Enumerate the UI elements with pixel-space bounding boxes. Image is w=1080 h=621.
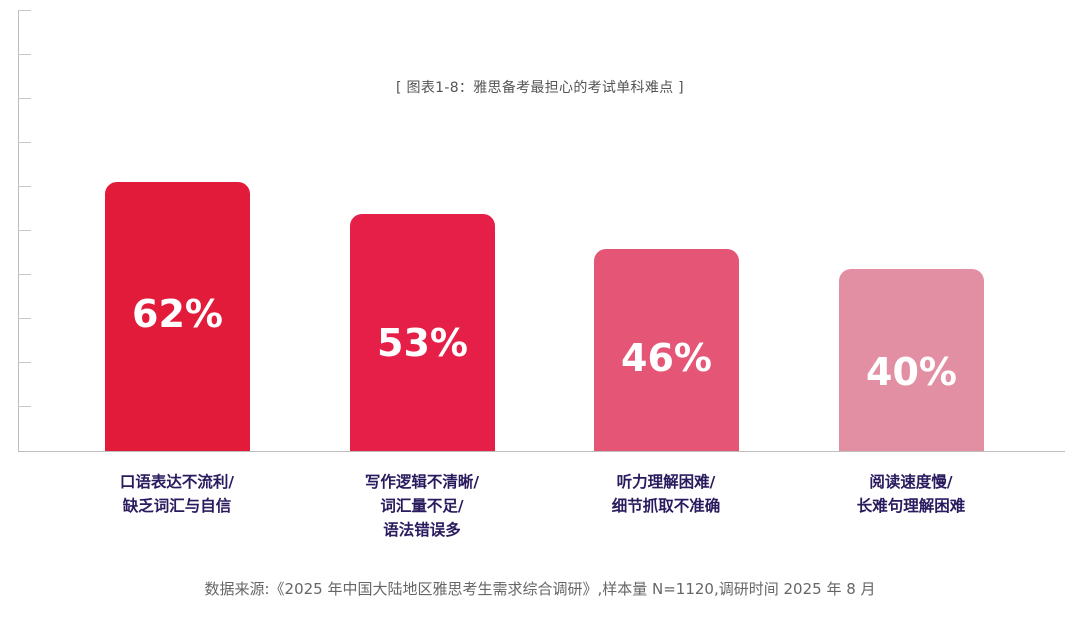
bar-writing: 53% — [350, 214, 495, 451]
label-line: 词汇量不足/ — [380, 497, 464, 515]
bar-listening: 46% — [594, 249, 739, 451]
label-line: 听力理解困难/ — [616, 473, 716, 491]
label-line: 语法错误多 — [383, 521, 461, 539]
y-tick — [18, 230, 31, 231]
y-tick — [18, 142, 31, 143]
label-line: 阅读速度慢/ — [869, 473, 953, 491]
label-line: 长难句理解困难 — [856, 497, 966, 515]
category-label-writing: 写作逻辑不清晰/ 词汇量不足/ 语法错误多 — [312, 470, 532, 542]
y-tick — [18, 274, 31, 275]
x-axis-baseline — [18, 451, 1065, 452]
bar-value-label: 40% — [866, 350, 957, 394]
y-tick — [18, 318, 31, 319]
category-label-reading: 阅读速度慢/ 长难句理解困难 — [801, 470, 1021, 518]
y-tick — [18, 406, 31, 407]
y-tick — [18, 362, 31, 363]
y-tick — [18, 54, 31, 55]
bar-value-label: 46% — [621, 336, 712, 380]
bar-value-label: 53% — [377, 321, 468, 365]
chart-title: [ 图表1-8：雅思备考最担心的考试单科难点 ] — [396, 80, 684, 96]
category-label-listening: 听力理解困难/ 细节抓取不准确 — [556, 470, 776, 518]
label-line: 口语表达不流利/ — [119, 473, 235, 491]
y-tick — [18, 98, 31, 99]
label-line: 缺乏词汇与自信 — [122, 497, 232, 515]
data-source-note: 数据来源:《2025 年中国大陆地区雅思考生需求综合调研》,样本量 N=1120… — [204, 580, 876, 598]
bar-value-label: 62% — [132, 292, 223, 336]
y-tick — [18, 10, 31, 11]
label-line: 细节抓取不准确 — [611, 497, 721, 515]
y-tick — [18, 186, 31, 187]
bar-speaking: 62% — [105, 182, 250, 451]
bar-reading: 40% — [839, 269, 984, 451]
category-label-speaking: 口语表达不流利/ 缺乏词汇与自信 — [67, 470, 287, 518]
label-line: 写作逻辑不清晰/ — [364, 473, 480, 491]
